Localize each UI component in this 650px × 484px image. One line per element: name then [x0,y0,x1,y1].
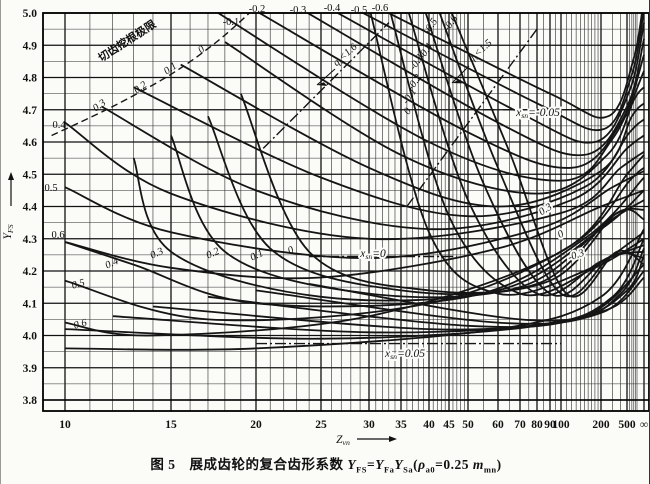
x-tick-10: 10 [59,419,71,431]
label-0.6: 0.6 [73,317,89,331]
label-qs1.5: qs<1.5 [466,38,495,65]
label-0.5: 0.5 [71,278,87,292]
label-0: 0 [196,44,207,56]
curve-x--0.2 [207,263,645,328]
x-tick-45: 45 [443,419,455,431]
family-xsn=-0.05 [64,13,645,280]
curve-x-0.4 [64,121,645,241]
y-tick-4.6: 4.6 [23,137,38,149]
label-xsn0: xsn=0 [359,248,386,261]
x-tick-35: 35 [395,419,407,431]
y-tick-3.8: 3.8 [23,395,38,407]
x-tick-90: 90 [544,419,556,431]
curve-x-0.1 [207,115,645,296]
curve-x-0.1 [180,63,645,208]
y-tick-4.1: 4.1 [23,298,38,310]
label--0.2: -0.2 [249,4,266,15]
x-tick-∞: ∞ [640,419,648,431]
label--0.4: -0.4 [324,3,341,14]
curve-x-0.3 [101,105,645,231]
label-0.4: 0.4 [104,256,121,272]
x-tick-100: 100 [552,419,570,431]
x-tick-15: 15 [165,419,177,431]
undercut-limit [51,13,251,137]
label-0.4: 0.4 [52,120,66,131]
curve-x--0.4 [335,13,645,144]
y-tick-4.3: 4.3 [23,234,38,246]
family-xsn=0 [64,13,645,337]
y-tick-4.2: 4.2 [23,266,38,278]
x-tick-50: 50 [462,419,474,431]
curve-x-0.5 [64,170,645,260]
x-tick-500: 500 [618,419,636,431]
curve-x--0.3 [305,13,645,157]
label--0.1: -0.1 [223,17,240,28]
x-tick-60: 60 [492,419,504,431]
y-tick-4.5: 4.5 [23,169,38,181]
gear-tooth-form-factor-chart: 5.0 4.9 4.8 4.7 4.6 4.5 4.4 4.3 4.2 4.1 4.0 3.9 3.8 1… [2,3,649,447]
plot-frame [42,12,649,412]
x-tick-200: 200 [592,419,610,431]
y-tick-5.0: 5.0 [23,8,38,20]
x-tick-30: 30 [363,419,375,431]
label-0.1: 0.1 [249,248,266,264]
family-xsn=0.05 [64,228,645,351]
label-0.3: 0.3 [149,246,166,262]
curve-x-0 [239,93,645,294]
label--0.3: -0.3 [290,5,307,16]
curve-x--0.4 [255,270,645,325]
y-tick-4.9: 4.9 [23,40,38,52]
x-tick-25: 25 [315,419,327,431]
x-tick-20: 20 [250,419,262,431]
label--0.6: -0.6 [442,13,461,34]
curve-families [64,13,645,351]
label-0.2: 0.2 [205,246,222,262]
y-tick-4.0: 4.0 [23,331,38,343]
label-0: 0 [286,244,296,257]
curve-x-0 [224,41,645,195]
curve-x-0.6 [64,189,645,280]
x-tick-70: 70 [514,419,526,431]
y-tick-3.9: 3.9 [23,363,38,375]
x-axis-title: Zvn [336,434,350,447]
label--0.5: -0.5 [351,5,368,16]
label-0: 0 [402,106,414,117]
curve-x--0.6 [308,276,645,322]
label-xsn-0.05: xsn=-0.05 [515,107,560,120]
x-tick-40: 40 [423,419,435,431]
x-tick-80: 80 [531,419,543,431]
label-0.3: 0.3 [91,98,108,115]
curve-x-0.2 [133,86,645,218]
axis-tick-labels: 5.0 4.9 4.8 4.7 4.6 4.5 4.4 4.3 4.2 4.1 4.0 3.9 3.8 1… [23,8,648,431]
axis-titles: YFS Zvn [2,172,397,447]
figure-caption: 图 5 展成齿轮的复合齿形系数 YFS=YFaYSa(ρa0=0.25 mmn) [150,457,502,475]
label--0.6: -0.6 [372,3,389,14]
y-tick-4.4: 4.4 [23,202,38,214]
qs-1.5-line [406,28,538,207]
y-tick-4.7: 4.7 [23,105,38,117]
y-tick-4.8: 4.8 [23,73,38,85]
curve-x-0.4 [64,238,645,340]
label-0.5: 0.5 [44,183,57,194]
curve-x-0.6 [64,154,645,337]
qs-1.6-line [262,22,390,149]
curve-x--0.2 [257,13,645,169]
label-切齿挖根极限: 切齿挖根极限 [95,17,158,65]
curve-x-0.4 [64,176,645,308]
curve-x--0.3 [407,13,645,297]
curve-x--0.1 [216,13,645,182]
grid-lines [43,12,649,411]
label-xsn0.05: xsn=0.05 [384,348,425,361]
y-axis-title: YFS [2,224,15,239]
curve-x--0.6 [386,13,643,119]
curve-x--0.6 [450,13,645,298]
label-0.1: 0.1 [162,61,179,78]
label-0.6: 0.6 [51,230,64,241]
